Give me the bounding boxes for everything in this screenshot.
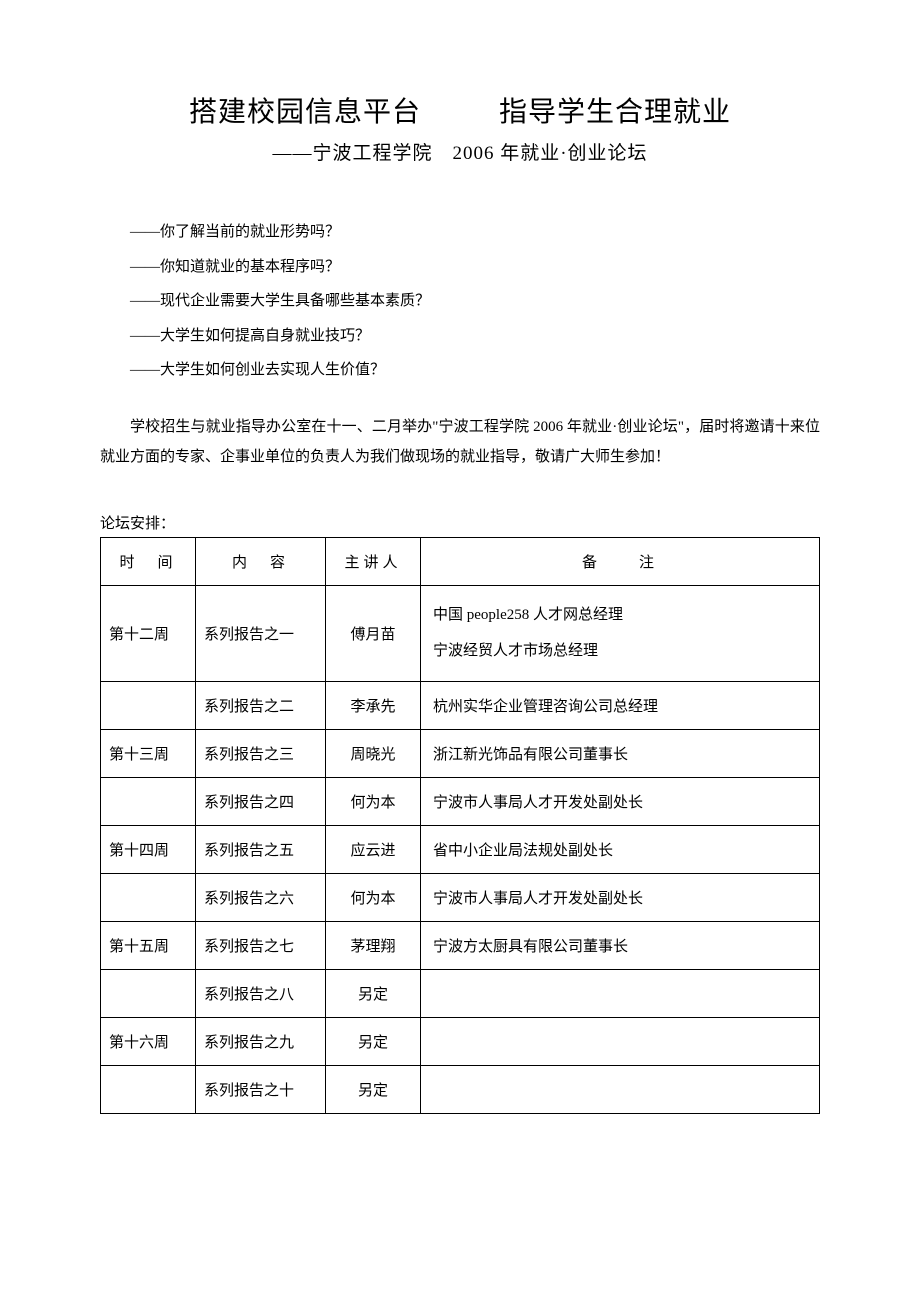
cell-note [421, 1065, 820, 1113]
cell-content: 系列报告之六 [196, 873, 326, 921]
table-label: 论坛安排： [100, 512, 820, 533]
document-title: 搭建校园信息平台 指导学生合理就业 [100, 90, 820, 130]
cell-note: 中国 people258 人才网总经理宁波经贸人才市场总经理 [421, 585, 820, 681]
table-row: 系列报告之六何为本宁波市人事局人才开发处副处长 [101, 873, 820, 921]
table-row: 系列报告之二李承先杭州实华企业管理咨询公司总经理 [101, 681, 820, 729]
cell-note [421, 969, 820, 1017]
cell-speaker: 茅理翔 [326, 921, 421, 969]
header-content: 内 容 [196, 537, 326, 585]
header-note: 备 注 [421, 537, 820, 585]
cell-speaker: 李承先 [326, 681, 421, 729]
cell-time: 第十三周 [101, 729, 196, 777]
cell-note: 省中小企业局法规处副处长 [421, 825, 820, 873]
cell-time [101, 681, 196, 729]
table-row: 第十三周系列报告之三周晓光浙江新光饰品有限公司董事长 [101, 729, 820, 777]
questions-block: ——你了解当前的就业形势吗？ ——你知道就业的基本程序吗？ ——现代企业需要大学… [100, 215, 820, 388]
cell-content: 系列报告之四 [196, 777, 326, 825]
cell-content: 系列报告之二 [196, 681, 326, 729]
question-line: ——大学生如何创业去实现人生价值？ [100, 353, 820, 388]
title-left: 搭建校园信息平台 [189, 90, 421, 130]
cell-speaker: 何为本 [326, 873, 421, 921]
cell-note [421, 1017, 820, 1065]
cell-speaker: 何为本 [326, 777, 421, 825]
cell-speaker: 傅月苗 [326, 585, 421, 681]
cell-note: 浙江新光饰品有限公司董事长 [421, 729, 820, 777]
question-line: ——你了解当前的就业形势吗？ [100, 215, 820, 250]
cell-content: 系列报告之九 [196, 1017, 326, 1065]
cell-content: 系列报告之五 [196, 825, 326, 873]
cell-note: 宁波市人事局人才开发处副处长 [421, 777, 820, 825]
cell-time [101, 969, 196, 1017]
table-row: 系列报告之十另定 [101, 1065, 820, 1113]
question-line: ——大学生如何提高自身就业技巧？ [100, 319, 820, 354]
question-line: ——你知道就业的基本程序吗？ [100, 250, 820, 285]
title-right: 指导学生合理就业 [499, 90, 731, 130]
cell-time: 第十四周 [101, 825, 196, 873]
schedule-table: 时 间 内 容 主讲人 备 注 第十二周系列报告之一傅月苗中国 people25… [100, 537, 820, 1114]
note-line: 中国 people258 人才网总经理 [433, 597, 809, 633]
cell-note: 宁波市人事局人才开发处副处长 [421, 873, 820, 921]
cell-time [101, 777, 196, 825]
table-header-row: 时 间 内 容 主讲人 备 注 [101, 537, 820, 585]
header-time: 时 间 [101, 537, 196, 585]
cell-note: 杭州实华企业管理咨询公司总经理 [421, 681, 820, 729]
cell-time: 第十六周 [101, 1017, 196, 1065]
note-line: 宁波经贸人才市场总经理 [433, 633, 809, 669]
cell-content: 系列报告之十 [196, 1065, 326, 1113]
cell-time: 第十二周 [101, 585, 196, 681]
cell-speaker: 周晓光 [326, 729, 421, 777]
table-row: 第十二周系列报告之一傅月苗中国 people258 人才网总经理宁波经贸人才市场… [101, 585, 820, 681]
cell-time: 第十五周 [101, 921, 196, 969]
cell-content: 系列报告之一 [196, 585, 326, 681]
cell-speaker: 另定 [326, 969, 421, 1017]
table-row: 第十五周系列报告之七茅理翔宁波方太厨具有限公司董事长 [101, 921, 820, 969]
cell-content: 系列报告之三 [196, 729, 326, 777]
header-speaker: 主讲人 [326, 537, 421, 585]
cell-note: 宁波方太厨具有限公司董事长 [421, 921, 820, 969]
cell-speaker: 另定 [326, 1065, 421, 1113]
cell-content: 系列报告之七 [196, 921, 326, 969]
question-line: ——现代企业需要大学生具备哪些基本素质？ [100, 284, 820, 319]
cell-speaker: 应云进 [326, 825, 421, 873]
table-row: 系列报告之八另定 [101, 969, 820, 1017]
table-row: 第十六周系列报告之九另定 [101, 1017, 820, 1065]
table-row: 系列报告之四何为本宁波市人事局人才开发处副处长 [101, 777, 820, 825]
cell-speaker: 另定 [326, 1017, 421, 1065]
intro-paragraph: 学校招生与就业指导办公室在十一、二月举办"宁波工程学院 2006 年就业·创业论… [100, 412, 820, 472]
subtitle: ——宁波工程学院 2006 年就业·创业论坛 [100, 138, 820, 165]
cell-time [101, 873, 196, 921]
cell-time [101, 1065, 196, 1113]
table-row: 第十四周系列报告之五应云进省中小企业局法规处副处长 [101, 825, 820, 873]
cell-content: 系列报告之八 [196, 969, 326, 1017]
